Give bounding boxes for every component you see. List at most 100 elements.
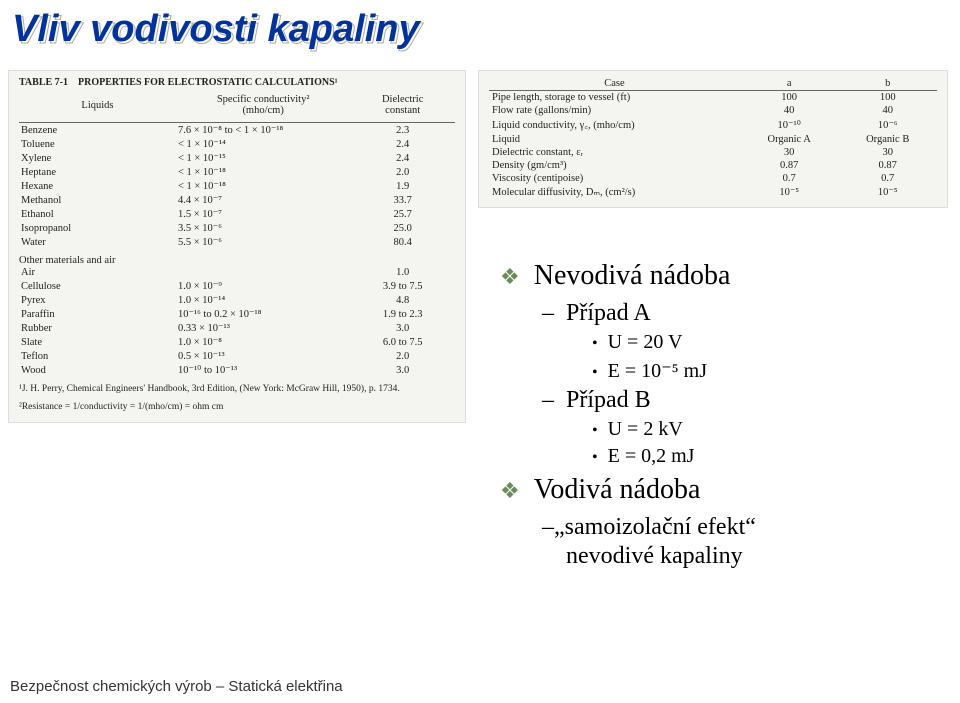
t1-col0: Liquids xyxy=(19,92,176,123)
table-cell: Liquid conductivity, γ꜀, (mho/cm) xyxy=(489,117,740,133)
case-b-u: U = 2 kV xyxy=(608,418,683,440)
table-cell: 10⁻¹⁶ to 0.2 × 10⁻¹⁸ xyxy=(176,307,350,321)
table-cell: 10⁻¹⁰ to 10⁻¹³ xyxy=(176,363,350,377)
table-cell: 0.5 × 10⁻¹³ xyxy=(176,349,350,363)
table-cell: 7.6 × 10⁻⁸ to < 1 × 10⁻¹⁸ xyxy=(176,123,350,138)
table1-heading: TABLE 7-1 PROPERTIES FOR ELECTROSTATIC C… xyxy=(19,77,455,88)
table-cell: Dielectric constant, εᵣ xyxy=(489,146,740,159)
table-cell: 1.0 × 10⁻⁸ xyxy=(176,335,350,349)
table-cell: 30 xyxy=(838,146,937,159)
h1a: Nevodivá nádoba xyxy=(534,260,731,291)
table-cell: 2.4 xyxy=(350,151,455,165)
diamond-icon: ❖ xyxy=(500,264,520,289)
table-cell: Toluene xyxy=(19,137,176,151)
h1b: Vodivá nádoba xyxy=(534,474,701,505)
table-cell: 2.0 xyxy=(350,349,455,363)
case-b-label: Případ B xyxy=(566,387,651,413)
table-cell: 0.87 xyxy=(838,159,937,172)
table-cell: 1.0 xyxy=(350,266,455,279)
case-b-e: E = 0,2 mJ xyxy=(608,445,695,467)
case-a-e: E = 10⁻⁵ mJ xyxy=(608,360,707,382)
t1-section2: Other materials and air xyxy=(19,249,455,266)
table-cell: 10⁻⁵ xyxy=(838,185,937,199)
table-cell: Density (gm/cm³) xyxy=(489,159,740,172)
table-cell: Rubber xyxy=(19,321,176,335)
table-cell: Teflon xyxy=(19,349,176,363)
table-cell: < 1 × 10⁻¹⁸ xyxy=(176,165,350,179)
table-cell: 33.7 xyxy=(350,193,455,207)
t1-footnote1: ¹J. H. Perry, Chemical Engineers' Handbo… xyxy=(19,383,455,395)
table-cell: Benzene xyxy=(19,123,176,138)
table-cell: 25.0 xyxy=(350,221,455,235)
table-cell: 3.9 to 7.5 xyxy=(350,279,455,293)
footer: Bezpečnost chemických výrob – Statická e… xyxy=(10,678,343,695)
table-cell: 0.33 × 10⁻¹³ xyxy=(176,321,350,335)
table-cell: Flow rate (gallons/min) xyxy=(489,104,740,117)
table-cell: Pipe length, storage to vessel (ft) xyxy=(489,91,740,105)
table-cell: 0.7 xyxy=(838,172,937,185)
table-cell: Paraffin xyxy=(19,307,176,321)
case-a-u: U = 20 V xyxy=(608,331,683,353)
table-cell: 80.4 xyxy=(350,235,455,249)
table-cell: 1.0 × 10⁻¹⁴ xyxy=(176,293,350,307)
table-cell: Liquid xyxy=(489,133,740,146)
table-cell: 0.7 xyxy=(740,172,839,185)
table-cell: 1.9 xyxy=(350,179,455,193)
table-cell: Air xyxy=(19,266,176,279)
table-cell: Pyrex xyxy=(19,293,176,307)
table-cell: 2.4 xyxy=(350,137,455,151)
table-cell: < 1 × 10⁻¹⁵ xyxy=(176,151,350,165)
table-cell: 10⁻⁶ xyxy=(838,117,937,133)
t1-col1: Specific conductivity² (mho/cm) xyxy=(176,92,350,123)
table-cell: 10⁻¹⁰ xyxy=(740,117,839,133)
table-cell: 25.7 xyxy=(350,207,455,221)
table-cell: 40 xyxy=(740,104,839,117)
table-cell: Ethanol xyxy=(19,207,176,221)
t1-footnote2: ²Resistance = 1/conductivity = 1/(mho/cm… xyxy=(19,401,455,413)
eff1: „samoizolační efekt“ xyxy=(554,514,756,540)
table-cell: 2.0 xyxy=(350,165,455,179)
table-cell: 3.0 xyxy=(350,363,455,377)
table-cell: Organic B xyxy=(838,133,937,146)
table-cell: 0.87 xyxy=(740,159,839,172)
table-cell: 4.4 × 10⁻⁷ xyxy=(176,193,350,207)
t2-col2: b xyxy=(838,77,937,91)
table-cell: 1.0 × 10⁻⁹ xyxy=(176,279,350,293)
table-cell: Viscosity (centipoise) xyxy=(489,172,740,185)
table-cell: 6.0 to 7.5 xyxy=(350,335,455,349)
table-cell: Isopropanol xyxy=(19,221,176,235)
table-cell: Water xyxy=(19,235,176,249)
table-cell: 10⁻⁵ xyxy=(740,185,839,199)
table-cell: Organic A xyxy=(740,133,839,146)
table-cell: 30 xyxy=(740,146,839,159)
table-cell: Methanol xyxy=(19,193,176,207)
t2-col1: a xyxy=(740,77,839,91)
table-cell: 3.0 xyxy=(350,321,455,335)
bullet-block: ❖Nevodivá nádoba –Případ A •U = 20 V •E … xyxy=(500,260,940,572)
table-properties: TABLE 7-1 PROPERTIES FOR ELECTROSTATIC C… xyxy=(8,70,466,423)
table-cell: Xylene xyxy=(19,151,176,165)
table-cell xyxy=(176,266,350,279)
table-cell: 1.5 × 10⁻⁷ xyxy=(176,207,350,221)
table-cell: 4.8 xyxy=(350,293,455,307)
table-cell: 100 xyxy=(740,91,839,105)
t1-col2: Dielectric constant xyxy=(350,92,455,123)
table-cell: < 1 × 10⁻¹⁴ xyxy=(176,137,350,151)
table-cell: 3.5 × 10⁻⁶ xyxy=(176,221,350,235)
table-cell: Hexane xyxy=(19,179,176,193)
table-cell: Heptane xyxy=(19,165,176,179)
table-cell: 100 xyxy=(838,91,937,105)
table-cell: Cellulose xyxy=(19,279,176,293)
slide-title: Vliv vodivosti kapaliny xyxy=(12,8,420,51)
table-cell: 1.9 to 2.3 xyxy=(350,307,455,321)
table-cell: Molecular diffusivity, Dₘ, (cm²/s) xyxy=(489,185,740,199)
case-a-label: Případ A xyxy=(566,300,651,326)
table-cell: < 1 × 10⁻¹⁸ xyxy=(176,179,350,193)
table-cell: 5.5 × 10⁻⁶ xyxy=(176,235,350,249)
diamond-icon: ❖ xyxy=(500,478,520,503)
table-cell: 2.3 xyxy=(350,123,455,138)
table-cell: 40 xyxy=(838,104,937,117)
t2-col0: Case xyxy=(489,77,740,91)
table-cell: Slate xyxy=(19,335,176,349)
eff2: nevodivé kapaliny xyxy=(566,543,743,569)
